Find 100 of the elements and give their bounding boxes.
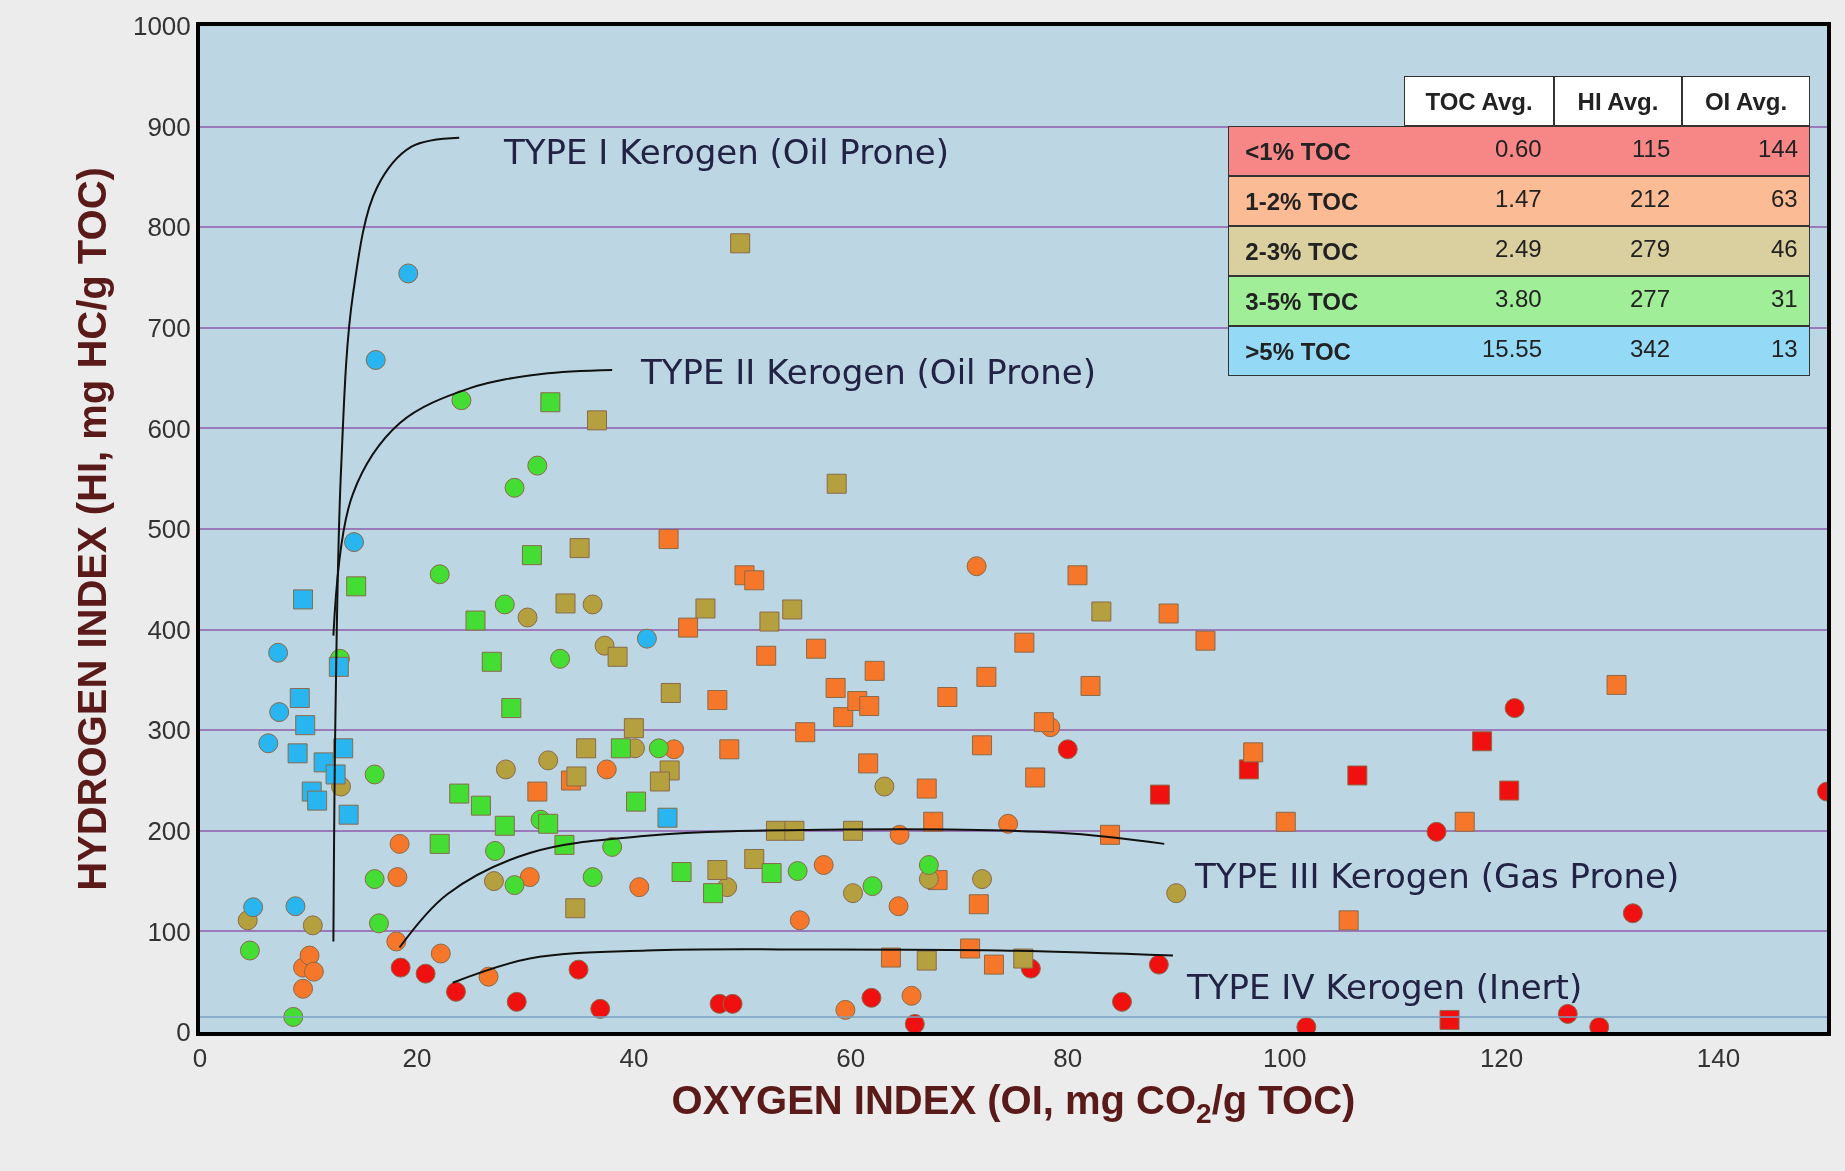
annotation: OI Avg.: [1704, 87, 1788, 115]
y-tick-label: 300: [147, 715, 191, 746]
point: [387, 867, 408, 888]
point: [590, 998, 611, 1019]
point: [576, 738, 597, 759]
point: [415, 963, 436, 984]
annotation: 115: [1632, 135, 1671, 162]
point: [538, 813, 559, 834]
point: [565, 898, 586, 919]
point: [719, 739, 740, 760]
point: [465, 610, 486, 631]
point: [494, 815, 515, 836]
point: [566, 766, 587, 787]
annotation: TYPE III Kerogen (Gas Prone): [1194, 856, 1680, 896]
point: [1499, 780, 1520, 801]
point: [1067, 565, 1088, 586]
annotation: 15.55: [1482, 335, 1543, 362]
annotation: 3-5% TOC: [1245, 287, 1359, 315]
point: [504, 875, 525, 896]
point: [582, 594, 603, 615]
point: [1091, 601, 1112, 622]
point: [1243, 742, 1264, 763]
point: [569, 538, 590, 559]
point: [506, 991, 527, 1012]
point: [299, 945, 320, 966]
point: [344, 532, 365, 553]
point: [972, 869, 993, 890]
annotation: TYPE IV Kerogen (Inert): [1186, 967, 1583, 1007]
point: [470, 795, 491, 816]
annotation: HI Avg.: [1577, 87, 1659, 115]
point: [835, 999, 856, 1020]
point: [1033, 712, 1054, 733]
annotation: 212: [1630, 185, 1671, 212]
point: [1454, 811, 1475, 832]
point: [657, 807, 678, 828]
annotation: TYPE I Kerogen (Oil Prone): [503, 132, 949, 172]
point: [842, 883, 863, 904]
point: [916, 950, 937, 971]
point: [338, 804, 359, 825]
point: [874, 776, 895, 797]
point: [582, 867, 603, 888]
annotation: 13: [1771, 335, 1798, 362]
annotation: <1% TOC: [1245, 137, 1351, 165]
y-tick-label: 400: [147, 614, 191, 645]
point: [1080, 675, 1101, 696]
point: [481, 651, 502, 672]
point: [445, 981, 466, 1002]
point: [389, 833, 410, 854]
point: [707, 860, 728, 881]
point: [607, 646, 628, 667]
point: [1622, 903, 1643, 924]
point: [451, 390, 472, 411]
point: [538, 750, 559, 771]
annotation: 63: [1771, 185, 1798, 212]
point: [289, 688, 310, 709]
point: [916, 778, 937, 799]
point: [555, 593, 576, 614]
point: [540, 392, 561, 413]
point: [626, 791, 647, 812]
y-tick-label: 800: [147, 212, 191, 243]
point: [671, 862, 692, 883]
point: [517, 607, 538, 628]
point: [658, 529, 679, 550]
point: [864, 660, 885, 681]
point: [307, 790, 328, 811]
y-tick-label: 700: [147, 312, 191, 343]
point: [485, 840, 506, 861]
point: [976, 666, 997, 687]
point: [258, 733, 279, 754]
point: [966, 556, 987, 577]
point: [623, 718, 644, 739]
point: [285, 896, 306, 917]
point: [806, 638, 827, 659]
point: [1347, 765, 1368, 786]
point: [722, 993, 743, 1014]
point: [302, 915, 323, 936]
point: [833, 707, 854, 728]
point: [744, 848, 765, 869]
point: [521, 545, 542, 566]
point: [901, 985, 922, 1006]
y-tick-label: 900: [147, 111, 191, 142]
point: [636, 628, 657, 649]
point: [501, 698, 522, 719]
point: [862, 876, 883, 897]
point: [293, 589, 314, 610]
point: [703, 883, 724, 904]
point: [972, 735, 993, 756]
point: [1275, 811, 1296, 832]
point: [449, 783, 470, 804]
point: [968, 894, 989, 915]
point: [303, 961, 324, 982]
point: [346, 576, 367, 597]
annotation: TYPE II Kerogen (Oil Prone): [640, 352, 1096, 392]
point: [550, 648, 571, 669]
point: [1149, 784, 1170, 805]
x-tick-label: 120: [1479, 1043, 1524, 1074]
point: [295, 715, 316, 736]
point: [1439, 1009, 1460, 1030]
point: [1158, 603, 1179, 624]
point: [365, 349, 386, 370]
